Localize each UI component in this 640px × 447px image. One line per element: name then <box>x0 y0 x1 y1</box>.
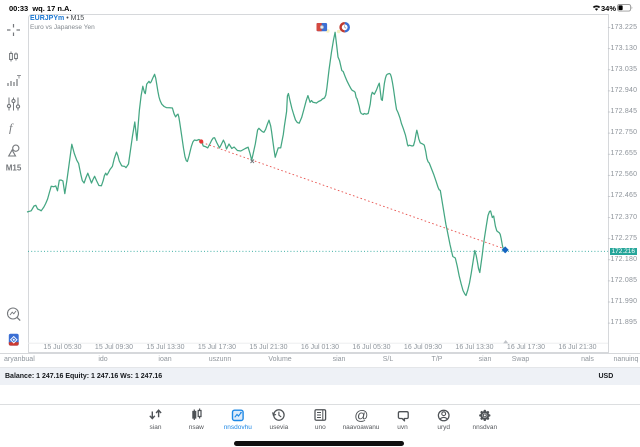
svg-text:f: f <box>9 121 14 135</box>
svg-text:M15: M15 <box>6 164 22 173</box>
svg-text:@: @ <box>354 407 368 423</box>
